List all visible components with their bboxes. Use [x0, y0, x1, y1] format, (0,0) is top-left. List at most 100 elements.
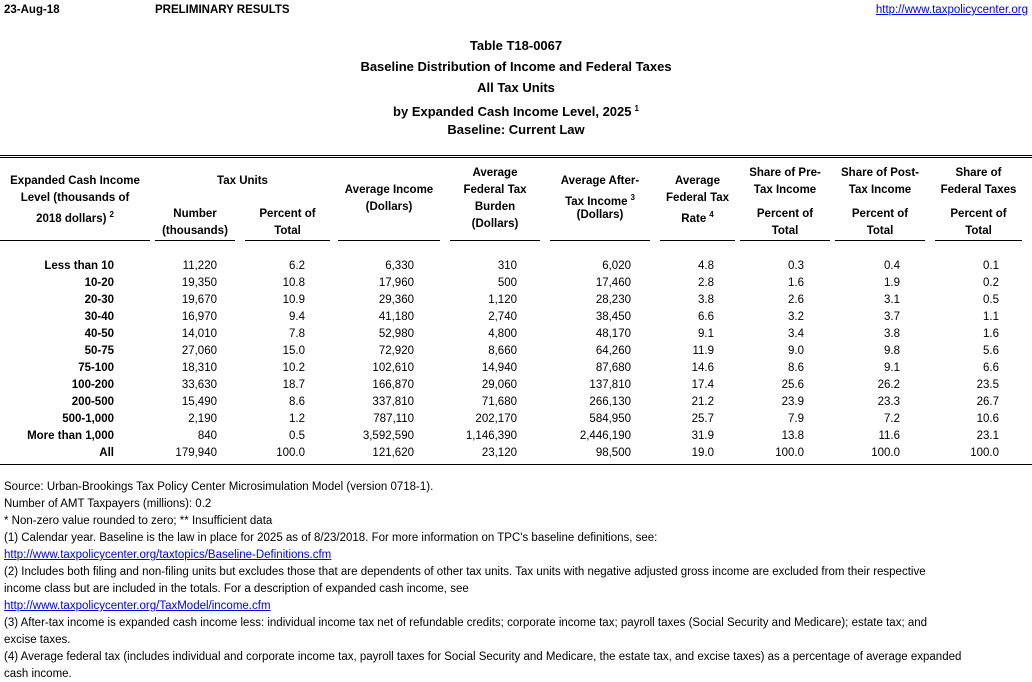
subcolumn-header-text: Percent of [259, 208, 316, 220]
cell: 15.0 [283, 344, 305, 358]
cell: 7.8 [289, 327, 305, 341]
cell-text: 787,110 [373, 413, 414, 425]
cell: 98,500 [596, 446, 631, 460]
cell-text: 4.8 [698, 260, 714, 272]
column-header-text: Tax Income [848, 183, 912, 196]
cell-text: 14.6 [691, 362, 714, 374]
cell: 14.6 [692, 361, 714, 375]
cell: 0.1 [983, 259, 999, 273]
cell-text: 6.6 [698, 311, 714, 323]
cell-text: 10.6 [976, 413, 999, 425]
footnote-text: Number of AMT Taxpayers (millions): 0.2 [4, 498, 212, 510]
cell-text: 27,060 [181, 345, 217, 357]
footnote-text: cash income. [4, 668, 72, 680]
report-date: 23-Aug-18 [4, 3, 60, 17]
cell: 6,020 [602, 259, 631, 273]
cell-text: 33,630 [181, 379, 217, 391]
column-header-text: Average [472, 166, 518, 179]
cell-text: 15,490 [181, 396, 217, 408]
footnote-link-text[interactable]: http://www.taxpolicycenter.org/TaxModel/… [4, 600, 271, 612]
cell: 11.9 [692, 344, 714, 358]
site-link-text[interactable]: http://www.taxpolicycenter.org [875, 4, 1028, 16]
footnote-text: excise taxes. [4, 634, 71, 646]
cell-text: 71,680 [481, 396, 517, 408]
site-link[interactable]: http://www.taxpolicycenter.org [876, 3, 1028, 17]
rule [550, 240, 650, 241]
footnote-link[interactable]: http://www.taxpolicycenter.org/taxtopics… [4, 548, 331, 562]
cell-text: 584,950 [589, 413, 631, 425]
cell: 38,450 [596, 310, 631, 324]
rule [740, 240, 830, 241]
column-header: Share of Pre- [749, 166, 821, 180]
cell-text: 9.1 [698, 328, 714, 340]
cell-text: 8.6 [788, 362, 804, 374]
cell: 17.4 [692, 378, 714, 392]
subcolumn-header: Total [867, 224, 894, 238]
cell-text: 14,010 [181, 328, 217, 340]
subcolumn-header: Total [772, 224, 799, 238]
row-label-text: Less than 10 [44, 260, 114, 272]
cell: 840 [198, 429, 217, 443]
cell-text: 17,460 [595, 277, 631, 289]
cell: 14,940 [482, 361, 517, 375]
cell-text: 29,060 [481, 379, 517, 391]
cell: 3.8 [884, 327, 900, 341]
cell-text: 0.1 [983, 260, 999, 272]
cell: 6,330 [385, 259, 414, 273]
cell: 11.6 [878, 429, 900, 443]
footnote-link-text[interactable]: http://www.taxpolicycenter.org/taxtopics… [4, 549, 332, 561]
cell: 1.2 [289, 412, 305, 426]
cell: 3.2 [788, 310, 804, 324]
footnote: cash income. [4, 667, 72, 681]
rule [0, 240, 150, 241]
row-label-text: All [99, 447, 114, 459]
footnote-link[interactable]: http://www.taxpolicycenter.org/TaxModel/… [4, 599, 271, 613]
superscript: 2 [109, 210, 114, 219]
cell: 64,260 [596, 344, 631, 358]
column-header-text: (Dollars) [471, 217, 519, 230]
column-header: (Dollars) [577, 208, 624, 222]
row-label: 100-200 [72, 378, 114, 392]
cell: 21.2 [692, 395, 714, 409]
cell: 26.7 [977, 395, 999, 409]
cell-text: 10.9 [282, 294, 305, 306]
superscript: 3 [630, 193, 635, 202]
cell-text: 11.9 [692, 345, 714, 357]
cell: 202,170 [475, 412, 517, 426]
cell-text: 100.0 [970, 447, 999, 459]
cell: 25.7 [692, 412, 714, 426]
row-label-text: 100-200 [71, 379, 114, 391]
cell-text: 166,870 [372, 379, 414, 391]
cell-text: 202,170 [475, 413, 517, 425]
cell-text: 1.6 [983, 328, 999, 340]
cell-text: 98,500 [595, 447, 631, 459]
subcolumn-header-text: Total [866, 225, 894, 237]
cell: 4,800 [488, 327, 517, 341]
cell: 137,810 [589, 378, 631, 392]
footnote: (2) Includes both filing and non-filing … [4, 565, 926, 579]
cell-text: 3.8 [884, 328, 900, 340]
cell: 266,130 [589, 395, 631, 409]
rule [450, 240, 540, 241]
superscript: 1 [634, 104, 639, 113]
column-header-text: Share of Pre- [749, 166, 821, 179]
column-header-text: Rate [681, 213, 707, 225]
cell: 25.6 [782, 378, 804, 392]
rule [0, 155, 1032, 156]
column-header-text: Expanded Cash Income [10, 175, 140, 187]
cell-text: 25.6 [781, 379, 804, 391]
cell: 9.0 [788, 344, 804, 358]
cell-text: 0.5 [289, 430, 305, 442]
cell: 5.6 [983, 344, 999, 358]
cell-text: 6.2 [289, 260, 305, 272]
cell-text: 4,800 [488, 328, 517, 340]
subcolumn-header-text: (thousands) [162, 225, 228, 237]
cell-text: 64,260 [595, 345, 631, 357]
row-label: 75-100 [78, 361, 114, 375]
subcolumn-header-text: Total [965, 225, 992, 237]
subcolumn-header-text: Percent of [756, 208, 814, 220]
row-label-text: 50-75 [84, 345, 114, 357]
column-header-text: Federal Tax [463, 183, 527, 196]
row-label: More than 1,000 [27, 429, 114, 443]
